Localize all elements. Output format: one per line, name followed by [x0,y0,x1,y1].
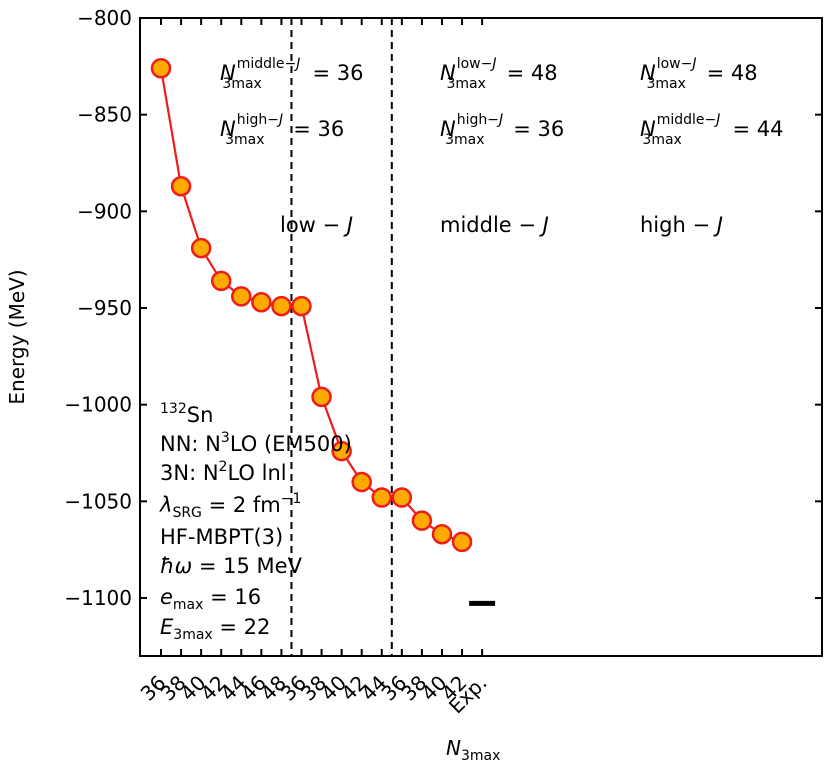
data-point-low-J [231,286,252,307]
region-low-j-label: low − J [280,213,353,237]
data-point-high-J [431,523,453,545]
legend-emax: emax = 16 [160,585,261,613]
x-axis-title: N3max [446,736,500,764]
y-tick-label: −950 [77,296,132,320]
region-low-j-annotation: Nmiddle−J 3max = 36 Nhigh−J 3max = 36 low … [220,56,364,237]
y-axis-title: Energy (MeV) [5,269,29,404]
data-point-middle-J [291,295,312,317]
data-point-middle-J [371,487,393,508]
region-low-j-fixed-1: Nmiddle−J 3max = 36 [220,56,364,92]
region-low-j-fixed-2: Nhigh−J 3max = 36 [220,112,344,148]
series-line-high-J [401,496,463,543]
region-middle-j-fixed-2: Nhigh−J 3max = 36 [440,112,564,148]
data-point-middle-J [331,440,352,462]
region-high-j-label: high − J [640,213,723,237]
legend-nn-interaction: NN: N3LO (EM500) [160,430,352,456]
region-high-j-annotation: Nlow−J 3max = 48 Nmiddle−J 3max = 44 high … [640,56,784,237]
data-point-high-J [391,487,413,508]
y-axis: −800 −850 −900 −950 −1000 −1050 −1100 [64,6,822,610]
data-point-middle-J [351,471,372,493]
legend-lambda-srg: λSRG = 2 fm−1 [159,491,301,521]
region-middle-j-label: middle − J [440,213,549,237]
data-point-middle-J [311,386,332,408]
y-tick-label: −800 [77,6,132,30]
region-middle-j-annotation: Nlow−J 3max = 48 Nhigh−J 3max = 36 middle … [440,56,564,237]
legend-3n-interaction: 3N: N2LO lnl [160,459,287,485]
y-tick-label: −900 [77,199,132,223]
y-tick-label: −1050 [64,489,132,513]
region-high-j-fixed-1: Nlow−J 3max = 48 [640,56,758,92]
data-point-low-J [271,295,292,317]
region-middle-j-fixed-1: Nlow−J 3max = 48 [440,56,558,92]
data-point-low-J [150,58,172,79]
data-point-high-J [411,510,433,531]
y-tick-label: −1100 [64,586,132,610]
parameter-legend: 132Sn NN: N3LO (EM500) 3N: N2LO lnl λSRG… [159,401,352,643]
y-tick-label: −1000 [64,393,132,417]
legend-e3max: E3max = 22 [160,615,270,643]
data-point-low-J [251,291,272,313]
data-point-low-J [210,270,232,292]
legend-nucleus: 132Sn [160,401,213,427]
data-point-low-J [190,237,212,259]
y-tick-label: −850 [77,103,132,127]
data-point-low-J [170,175,192,197]
legend-method: HF-MBPT(3) [160,525,283,549]
legend-hbar-omega: ħω = 15 MeV [160,554,303,578]
series-layer [150,58,473,553]
region-high-j-fixed-2: Nmiddle−J 3max = 44 [640,112,784,148]
plot-frame [139,17,823,657]
data-point-high-J [451,531,473,553]
